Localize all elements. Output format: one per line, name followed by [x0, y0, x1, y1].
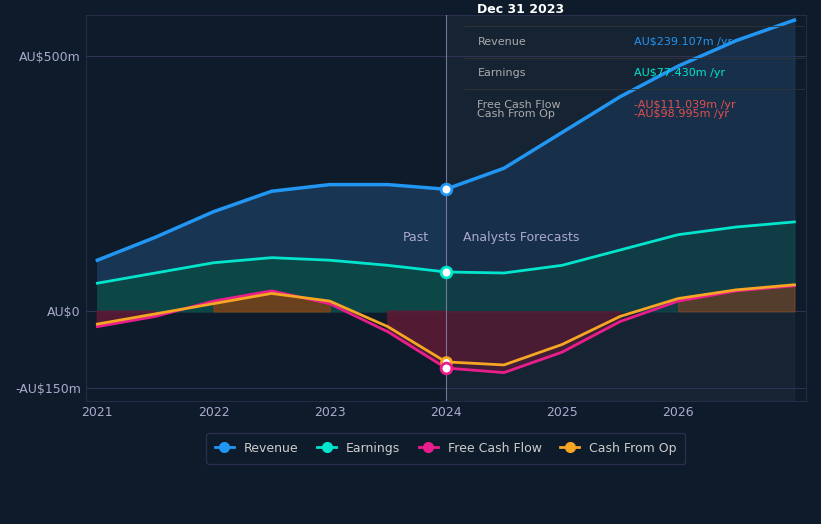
Point	[439, 364, 452, 372]
Text: -AU$98.995m /yr: -AU$98.995m /yr	[635, 109, 729, 119]
Point	[439, 185, 452, 193]
Text: Earnings: Earnings	[478, 68, 526, 79]
Bar	[446, 15, 795, 401]
Text: Dec 31 2023: Dec 31 2023	[478, 3, 565, 16]
Text: -AU$111.039m /yr: -AU$111.039m /yr	[635, 100, 736, 110]
Point	[439, 358, 452, 366]
Legend: Revenue, Earnings, Free Cash Flow, Cash From Op: Revenue, Earnings, Free Cash Flow, Cash …	[206, 433, 686, 464]
Text: AU$77.430m /yr: AU$77.430m /yr	[635, 68, 725, 79]
Text: Analysts Forecasts: Analysts Forecasts	[463, 231, 580, 244]
Text: Free Cash Flow: Free Cash Flow	[478, 100, 561, 110]
Text: AU$239.107m /yr: AU$239.107m /yr	[635, 37, 732, 47]
Text: Revenue: Revenue	[478, 37, 526, 47]
Text: Cash From Op: Cash From Op	[478, 109, 555, 119]
Point	[439, 268, 452, 276]
Text: Past: Past	[402, 231, 429, 244]
